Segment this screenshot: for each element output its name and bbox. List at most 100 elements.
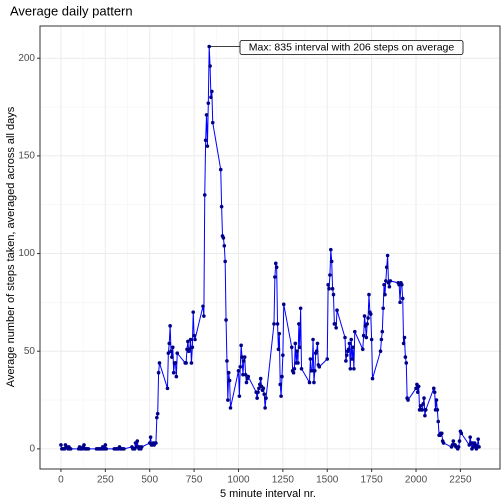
data-point bbox=[227, 378, 232, 383]
annotation: Max: 835 interval with 206 steps on aver… bbox=[249, 41, 455, 53]
data-point bbox=[414, 386, 418, 391]
data-point bbox=[82, 443, 86, 447]
data-point bbox=[416, 390, 420, 395]
data-point bbox=[228, 406, 233, 410]
y-tick-label: 150 bbox=[18, 151, 35, 162]
data-point bbox=[191, 310, 196, 314]
data-point bbox=[221, 236, 226, 240]
data-point bbox=[307, 380, 312, 385]
data-point bbox=[276, 347, 281, 352]
data-point bbox=[468, 435, 472, 439]
data-point bbox=[352, 329, 357, 334]
data-point bbox=[169, 349, 173, 354]
data-point bbox=[192, 333, 196, 338]
data-point bbox=[103, 443, 108, 447]
data-point bbox=[343, 335, 347, 340]
x-tick-label: 1000 bbox=[227, 475, 250, 486]
data-point bbox=[280, 374, 284, 379]
x-tick-label: 750 bbox=[186, 475, 203, 486]
data-point bbox=[327, 286, 331, 291]
data-point bbox=[421, 402, 425, 406]
data-point bbox=[281, 353, 285, 357]
data-point bbox=[328, 273, 332, 277]
data-point bbox=[201, 304, 205, 309]
data-point bbox=[239, 343, 243, 348]
data-point bbox=[148, 435, 153, 439]
data-point bbox=[401, 341, 406, 346]
data-point bbox=[347, 341, 352, 346]
data-point bbox=[258, 376, 263, 381]
data-point bbox=[369, 337, 374, 342]
data-point bbox=[165, 386, 170, 391]
data-point bbox=[365, 322, 370, 326]
data-point bbox=[326, 283, 330, 287]
data-point bbox=[278, 382, 283, 387]
data-point bbox=[225, 359, 229, 363]
data-point bbox=[205, 144, 210, 148]
data-point bbox=[400, 283, 404, 287]
data-point bbox=[157, 361, 162, 365]
data-point bbox=[431, 386, 436, 391]
annotation-box bbox=[239, 40, 464, 55]
data-point bbox=[264, 396, 268, 400]
data-point bbox=[222, 243, 227, 248]
data-point bbox=[296, 361, 300, 365]
data-point bbox=[275, 322, 280, 326]
data-point bbox=[274, 265, 279, 270]
data-point bbox=[281, 302, 286, 307]
data-point bbox=[298, 306, 303, 311]
data-point bbox=[289, 345, 294, 350]
data-point bbox=[344, 353, 349, 357]
data-point bbox=[202, 193, 207, 197]
data-point bbox=[441, 441, 446, 445]
data-point bbox=[154, 441, 158, 445]
data-point bbox=[416, 384, 421, 389]
grid bbox=[40, 26, 500, 469]
data-point bbox=[155, 411, 160, 416]
data-point bbox=[432, 390, 437, 395]
data-point bbox=[242, 355, 247, 359]
x-tick-label: 1500 bbox=[316, 475, 339, 486]
data-point bbox=[122, 447, 126, 451]
data-point bbox=[456, 445, 461, 449]
data-point bbox=[202, 314, 206, 318]
data-point bbox=[477, 445, 481, 449]
data-point bbox=[224, 318, 228, 322]
data-point bbox=[331, 292, 336, 297]
data-point bbox=[402, 335, 407, 340]
x-tick-label: 0 bbox=[58, 475, 64, 486]
data-point bbox=[370, 376, 375, 381]
data-point bbox=[104, 447, 109, 451]
data-point bbox=[315, 341, 320, 346]
data-point bbox=[184, 361, 188, 365]
data-point bbox=[242, 359, 246, 363]
y-tick-label: 100 bbox=[18, 248, 35, 259]
x-tick-label: 2000 bbox=[405, 475, 428, 486]
chart-title: Average daily pattern bbox=[10, 3, 133, 18]
data-point bbox=[174, 374, 179, 379]
data-point bbox=[367, 292, 371, 297]
data-point bbox=[434, 398, 439, 402]
data-point bbox=[457, 439, 462, 443]
data-point bbox=[272, 322, 276, 326]
data-point bbox=[167, 341, 172, 346]
data-point bbox=[418, 404, 423, 408]
data-point bbox=[360, 347, 365, 352]
data-point bbox=[387, 284, 392, 289]
data-point bbox=[203, 138, 208, 143]
data-point bbox=[297, 322, 301, 326]
data-point bbox=[293, 341, 298, 346]
data-point bbox=[308, 357, 313, 361]
data-point bbox=[313, 368, 317, 373]
data-point bbox=[279, 394, 283, 398]
data-point bbox=[206, 101, 211, 105]
data-point bbox=[378, 349, 383, 354]
data-point bbox=[351, 345, 355, 350]
y-axis-title: Average number of steps taken, averaged … bbox=[5, 106, 17, 387]
data-point bbox=[226, 398, 230, 402]
data-point bbox=[404, 361, 409, 365]
data-point bbox=[261, 386, 266, 391]
data-point bbox=[175, 351, 180, 355]
data-point bbox=[349, 337, 354, 342]
data-point bbox=[406, 398, 410, 402]
